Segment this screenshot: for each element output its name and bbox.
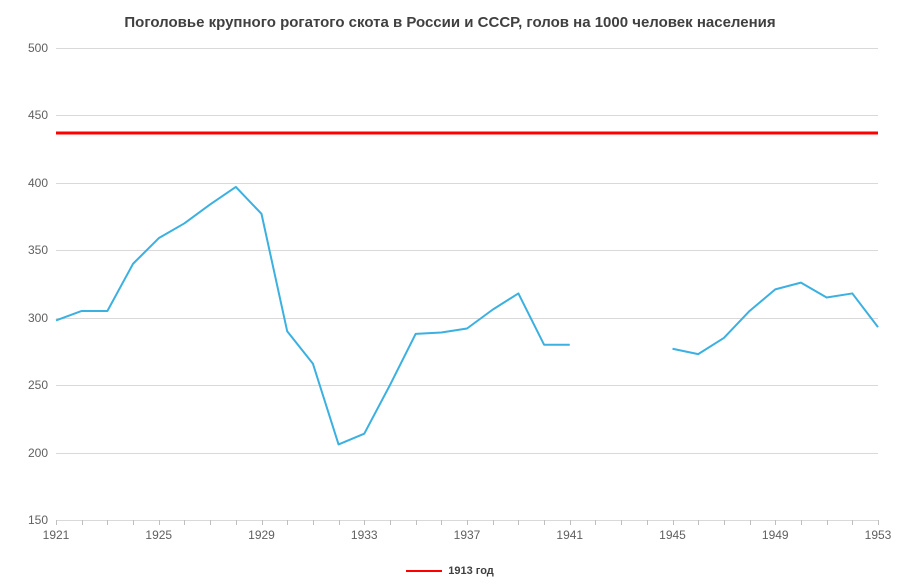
x-tick-mark (339, 520, 340, 525)
x-tick-mark (364, 520, 365, 525)
y-tick-label: 400 (16, 176, 48, 190)
x-tick-mark (724, 520, 725, 525)
x-tick-mark (647, 520, 648, 525)
x-tick-mark (236, 520, 237, 525)
y-tick-label: 450 (16, 108, 48, 122)
legend-swatch (406, 570, 442, 572)
x-tick-mark (750, 520, 751, 525)
x-tick-mark (801, 520, 802, 525)
legend-label: 1913 год (448, 565, 494, 577)
x-tick-mark (390, 520, 391, 525)
x-tick-mark (827, 520, 828, 525)
x-tick-mark (287, 520, 288, 525)
x-tick-label: 1925 (145, 528, 172, 542)
y-tick-label: 300 (16, 311, 48, 325)
x-tick-mark (673, 520, 674, 525)
x-tick-mark (210, 520, 211, 525)
x-tick-mark (621, 520, 622, 525)
x-tick-mark (416, 520, 417, 525)
chart-container: Поголовье крупного рогатого скота в Росс… (0, 0, 900, 587)
x-tick-label: 1929 (248, 528, 275, 542)
x-tick-mark (544, 520, 545, 525)
x-tick-mark (441, 520, 442, 525)
y-tick-label: 250 (16, 378, 48, 392)
x-tick-label: 1921 (43, 528, 70, 542)
x-tick-mark (56, 520, 57, 525)
x-tick-mark (184, 520, 185, 525)
y-tick-label: 350 (16, 243, 48, 257)
x-tick-mark (878, 520, 879, 525)
x-tick-mark (467, 520, 468, 525)
x-tick-mark (595, 520, 596, 525)
legend: 1913 год (0, 565, 900, 577)
x-tick-mark (775, 520, 776, 525)
x-tick-mark (493, 520, 494, 525)
y-tick-label: 500 (16, 41, 48, 55)
x-tick-label: 1949 (762, 528, 789, 542)
x-tick-mark (107, 520, 108, 525)
x-tick-label: 1941 (556, 528, 583, 542)
x-tick-mark (518, 520, 519, 525)
x-tick-mark (570, 520, 571, 525)
x-tick-label: 1945 (659, 528, 686, 542)
chart-title: Поголовье крупного рогатого скота в Росс… (0, 14, 900, 31)
x-tick-mark (159, 520, 160, 525)
x-tick-mark (852, 520, 853, 525)
series-layer (56, 48, 878, 520)
x-tick-mark (133, 520, 134, 525)
x-tick-label: 1933 (351, 528, 378, 542)
x-tick-mark (262, 520, 263, 525)
x-tick-mark (698, 520, 699, 525)
y-tick-label: 200 (16, 446, 48, 460)
x-tick-mark (82, 520, 83, 525)
plot-area (56, 48, 878, 520)
x-tick-label: 1937 (454, 528, 481, 542)
series-data (56, 187, 878, 445)
x-tick-mark (313, 520, 314, 525)
x-tick-label: 1953 (865, 528, 892, 542)
y-tick-label: 150 (16, 513, 48, 527)
